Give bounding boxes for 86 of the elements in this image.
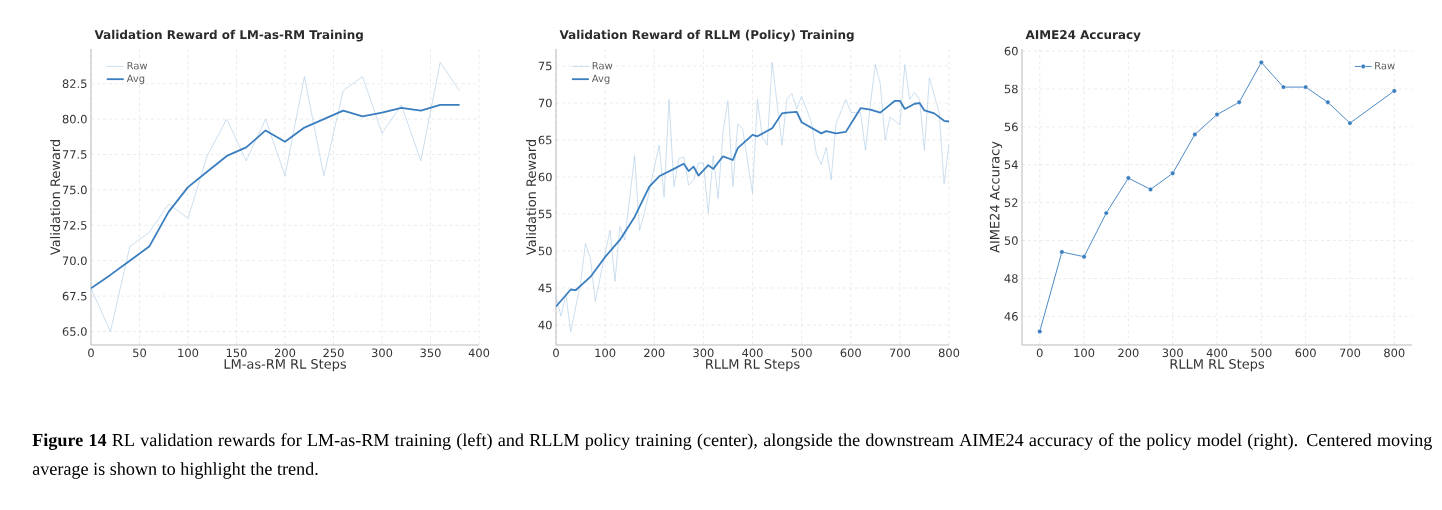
x-tick-label: 200 bbox=[644, 348, 665, 358]
x-tick-label: 150 bbox=[226, 348, 247, 358]
x-tick-label: 300 bbox=[1162, 348, 1183, 358]
y-tick-label: 54 bbox=[1004, 160, 1018, 170]
x-tick-label: 100 bbox=[178, 348, 199, 358]
y-tick-label: 70.0 bbox=[62, 256, 87, 266]
point bbox=[1236, 99, 1242, 105]
point bbox=[1391, 88, 1397, 94]
chart-title: AIME24 Accuracy bbox=[1025, 30, 1141, 42]
x-tick-label: 700 bbox=[889, 348, 911, 358]
x-tick-label: 50 bbox=[133, 348, 147, 358]
legend-label: Avg bbox=[126, 74, 145, 85]
point bbox=[1303, 84, 1309, 90]
point bbox=[1037, 329, 1043, 334]
x-tick-label: 800 bbox=[1384, 348, 1405, 358]
x-tick-label: 600 bbox=[1295, 348, 1316, 358]
point bbox=[1347, 120, 1353, 126]
y-tick-label: 46 bbox=[1004, 312, 1018, 321]
x-tick-label: 400 bbox=[1206, 348, 1228, 358]
line-series bbox=[91, 104, 461, 290]
x-tick-label: 700 bbox=[1339, 348, 1361, 358]
point bbox=[1148, 187, 1153, 192]
y-tick-label: 60 bbox=[538, 172, 552, 182]
line-series bbox=[556, 62, 950, 332]
x-tick-label: 0 bbox=[553, 348, 559, 358]
y-tick-label: 52 bbox=[1004, 198, 1018, 208]
point bbox=[1125, 175, 1131, 181]
x-tick-label: 400 bbox=[468, 348, 490, 358]
x-tick-label: 0 bbox=[1036, 348, 1043, 358]
y-tick-label: 50 bbox=[1004, 236, 1018, 245]
y-tick-label: 70 bbox=[538, 98, 552, 108]
y-tick-label: 65 bbox=[538, 135, 552, 145]
y-tick-label: 77.5 bbox=[62, 150, 87, 159]
y-tick-label: 80.0 bbox=[62, 114, 87, 124]
x-tick-label: 500 bbox=[1251, 348, 1272, 358]
x-tick-label: 200 bbox=[274, 348, 296, 358]
y-tick-label: 45 bbox=[538, 283, 552, 293]
x-axis-title: RLLM RL Steps bbox=[1170, 359, 1265, 372]
legend-label: Raw bbox=[1375, 62, 1395, 70]
y-tick-label: 55 bbox=[538, 209, 552, 219]
point bbox=[1103, 210, 1109, 216]
y-tick-label: 48 bbox=[1004, 274, 1018, 283]
x-tick-label: 350 bbox=[420, 348, 441, 358]
point bbox=[1081, 254, 1087, 260]
y-tick-label: 58 bbox=[1004, 84, 1018, 94]
x-tick-label: 100 bbox=[1074, 348, 1095, 358]
y-tick-label: 82.5 bbox=[62, 79, 87, 89]
x-axis-title: LM-as-RM RL Steps bbox=[224, 359, 347, 372]
legend-label: Raw bbox=[127, 62, 148, 70]
y-tick-label: 75 bbox=[538, 61, 552, 71]
x-tick-label: 500 bbox=[791, 348, 812, 358]
x-tick-label: 0 bbox=[88, 348, 94, 358]
point bbox=[1258, 60, 1264, 65]
x-tick-label: 100 bbox=[595, 348, 616, 358]
y-tick-label: 60 bbox=[1004, 46, 1018, 56]
y-tick-label: 50 bbox=[538, 246, 552, 256]
line-series bbox=[91, 62, 460, 332]
y-tick-label: 75.0 bbox=[62, 185, 87, 195]
y-tick-label: 56 bbox=[1004, 122, 1018, 132]
x-tick-label: 300 bbox=[693, 348, 714, 358]
point bbox=[1192, 132, 1198, 137]
point bbox=[1325, 99, 1331, 105]
point bbox=[1281, 84, 1286, 90]
x-tick-label: 250 bbox=[323, 348, 344, 358]
line-series bbox=[556, 99, 950, 308]
x-tick-label: 400 bbox=[742, 348, 763, 358]
point bbox=[1170, 170, 1176, 176]
chart-title: Validation Reward of RLLM (Policy) Training bbox=[559, 29, 854, 42]
x-tick-label: 800 bbox=[938, 348, 960, 358]
x-tick-label: 600 bbox=[840, 348, 861, 358]
x-axis-title: RLLM RL Steps bbox=[706, 359, 800, 372]
point bbox=[1214, 112, 1220, 117]
legend-label: Raw bbox=[592, 62, 613, 70]
x-tick-label: 200 bbox=[1118, 348, 1139, 358]
legend-label: Avg bbox=[591, 74, 610, 85]
text: Figure 14 RL validation rewards for LM-as-RM training (left) and RLLM policy training (center), alongside the downstream AIME24 accuracy of the policy model (right). Centered moving average is shown to highlight the trend. bbox=[32, 433, 1432, 479]
x-tick-label: 300 bbox=[371, 348, 393, 358]
y-tick-label: 67.5 bbox=[62, 291, 87, 301]
y-tick-label: 40 bbox=[538, 320, 552, 330]
y-axis-title: AIME24 Accuracy bbox=[989, 141, 1003, 253]
y-axis-title: Validation Reward bbox=[50, 140, 61, 256]
y-tick-label: 72.5 bbox=[62, 220, 87, 230]
chart-title: Validation Reward of LM-as-RM Training bbox=[94, 29, 363, 42]
y-axis-title: Validation Reward bbox=[526, 139, 537, 256]
point bbox=[1059, 249, 1065, 255]
y-tick-label: 65.0 bbox=[62, 327, 87, 336]
